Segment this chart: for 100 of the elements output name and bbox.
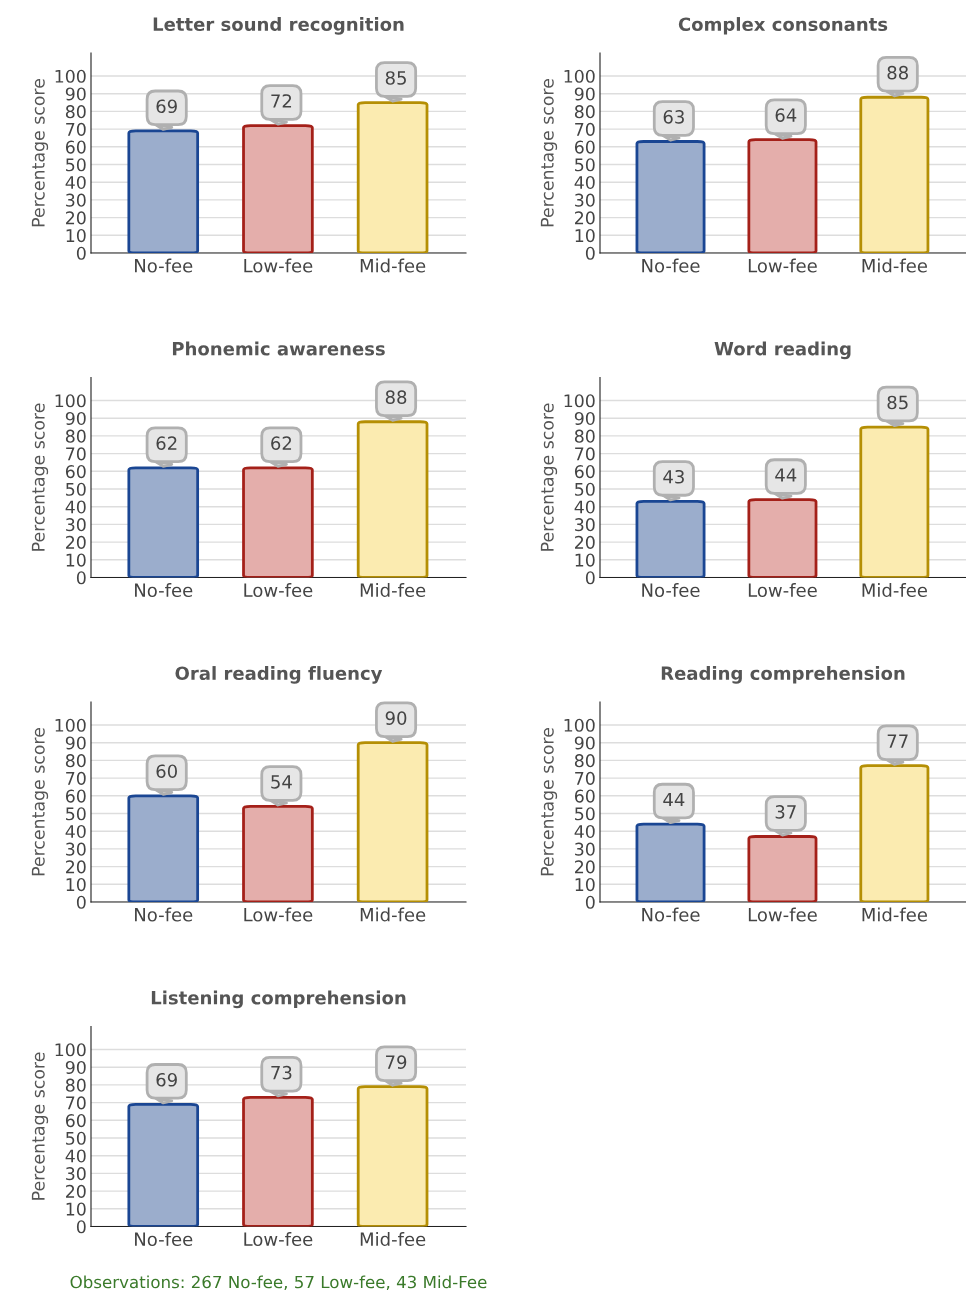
y-tick-label: 100	[564, 718, 595, 732]
y-tick-label: 30	[66, 193, 86, 207]
data-label: 69	[156, 1072, 177, 1087]
x-tick-label: Mid-fee	[862, 583, 927, 598]
y-tick-label: 70	[575, 447, 595, 461]
y-tick-label: 40	[65, 824, 86, 839]
chart-title: Phonemic awareness	[172, 341, 385, 356]
x-tick-label: Mid-fee	[360, 258, 426, 273]
y-tick-label: 50	[575, 482, 595, 496]
y-tick-label: 0	[76, 895, 86, 909]
y-tick-label: 20	[575, 860, 595, 874]
y-tick-label: 100	[55, 718, 86, 732]
y-tick-label: 70	[575, 122, 595, 136]
y-tick-label: 30	[575, 518, 595, 532]
y-tick-label: 20	[575, 211, 595, 225]
data-label: 88	[887, 65, 908, 80]
text: Observations: 267 No-fee, 57 Low-fee, 43 Mid-Fee	[70, 1275, 487, 1290]
data-label: 77	[887, 734, 908, 748]
chart-title: Letter sound recognition	[153, 17, 404, 35]
y-tick-label: 30	[66, 1167, 86, 1181]
data-label: 79	[386, 1055, 407, 1069]
y-tick-label: 80	[574, 754, 595, 768]
data-label: 64	[775, 108, 797, 122]
y-tick-label: 100	[55, 1043, 86, 1057]
y-tick-label: 100	[55, 69, 86, 83]
y-tick-label: 0	[76, 246, 86, 260]
bar	[356, 101, 429, 253]
y-tick-label: 50	[575, 158, 595, 172]
y-tick-label: 30	[66, 842, 86, 856]
data-label: 62	[156, 436, 177, 450]
y-tick-label: 70	[66, 771, 86, 785]
y-tick-label: 60	[65, 140, 86, 154]
data-label: 72	[271, 94, 292, 108]
y-tick-label: 10	[66, 553, 86, 567]
y-tick-label: 70	[66, 122, 86, 136]
y-tick-label: 60	[574, 789, 595, 803]
y-tick-label: 40	[65, 500, 86, 514]
data-label: 60	[156, 764, 177, 779]
y-tick-label: 90	[65, 1060, 86, 1075]
y-tick-label: 80	[65, 1078, 86, 1092]
y-tick-label: 50	[66, 1131, 86, 1145]
y-tick-label: 50	[575, 807, 595, 821]
y-tick-label: 70	[575, 771, 595, 785]
data-label: 43	[663, 469, 684, 484]
y-tick-label: 80	[65, 429, 86, 443]
y-axis-title: Percentage score	[31, 1052, 49, 1200]
y-tick-label: 40	[574, 175, 595, 190]
x-tick-label: Low-fee	[748, 907, 817, 922]
y-axis-title: Percentage score	[540, 79, 558, 227]
y-tick-label: 90	[574, 736, 595, 750]
y-tick-label: 10	[575, 553, 595, 567]
x-tick-label: Low-fee	[748, 583, 817, 598]
y-tick-label: 80	[65, 754, 86, 768]
bar	[747, 138, 818, 253]
y-tick-label: 30	[575, 193, 595, 207]
y-tick-label: 10	[575, 229, 595, 243]
x-tick-label: Mid-fee	[862, 258, 927, 273]
x-tick-label: No-fee	[642, 583, 700, 598]
y-tick-label: 50	[66, 807, 86, 821]
y-tick-label: 20	[66, 535, 86, 549]
y-axis-title: Percentage score	[31, 728, 49, 876]
y-tick-label: 50	[66, 158, 86, 172]
x-tick-label: No-fee	[135, 907, 193, 922]
y-tick-label: 90	[65, 411, 86, 426]
bar	[356, 741, 429, 902]
data-label: 85	[887, 395, 908, 410]
y-tick-label: 90	[574, 87, 595, 101]
x-tick-label: No-fee	[135, 1232, 193, 1247]
y-tick-label: 60	[65, 789, 86, 803]
y-tick-label: 40	[574, 824, 595, 839]
data-label: 73	[271, 1065, 292, 1080]
y-tick-label: 0	[585, 571, 595, 585]
y-tick-label: 80	[65, 105, 86, 119]
bar	[242, 805, 314, 902]
y-tick-label: 0	[585, 895, 595, 909]
x-tick-label: Low-fee	[244, 1232, 313, 1247]
y-tick-label: 90	[65, 736, 86, 750]
y-tick-label: 80	[574, 429, 595, 443]
data-label: 62	[271, 436, 292, 450]
chart-title: Complex consonants	[678, 17, 888, 35]
y-tick-label: 60	[574, 140, 595, 154]
y-tick-label: 40	[65, 1149, 86, 1163]
data-label: 88	[385, 390, 407, 404]
data-label: 85	[385, 71, 406, 85]
y-tick-label: 90	[574, 411, 595, 426]
y-tick-label: 0	[76, 1220, 86, 1234]
data-label: 69	[156, 99, 177, 114]
y-tick-label: 10	[66, 878, 86, 892]
y-tick-label: 20	[66, 860, 86, 874]
data-label: 37	[775, 805, 796, 819]
bar	[635, 500, 706, 578]
y-tick-label: 30	[66, 518, 86, 532]
y-tick-label: 70	[66, 447, 86, 461]
y-tick-label: 70	[66, 1096, 86, 1110]
y-tick-label: 40	[574, 500, 595, 514]
y-tick-label: 50	[66, 482, 86, 496]
x-tick-label: Mid-fee	[360, 907, 426, 922]
bar	[127, 129, 200, 253]
x-tick-label: No-fee	[642, 907, 700, 922]
x-tick-label: Low-fee	[244, 258, 313, 273]
